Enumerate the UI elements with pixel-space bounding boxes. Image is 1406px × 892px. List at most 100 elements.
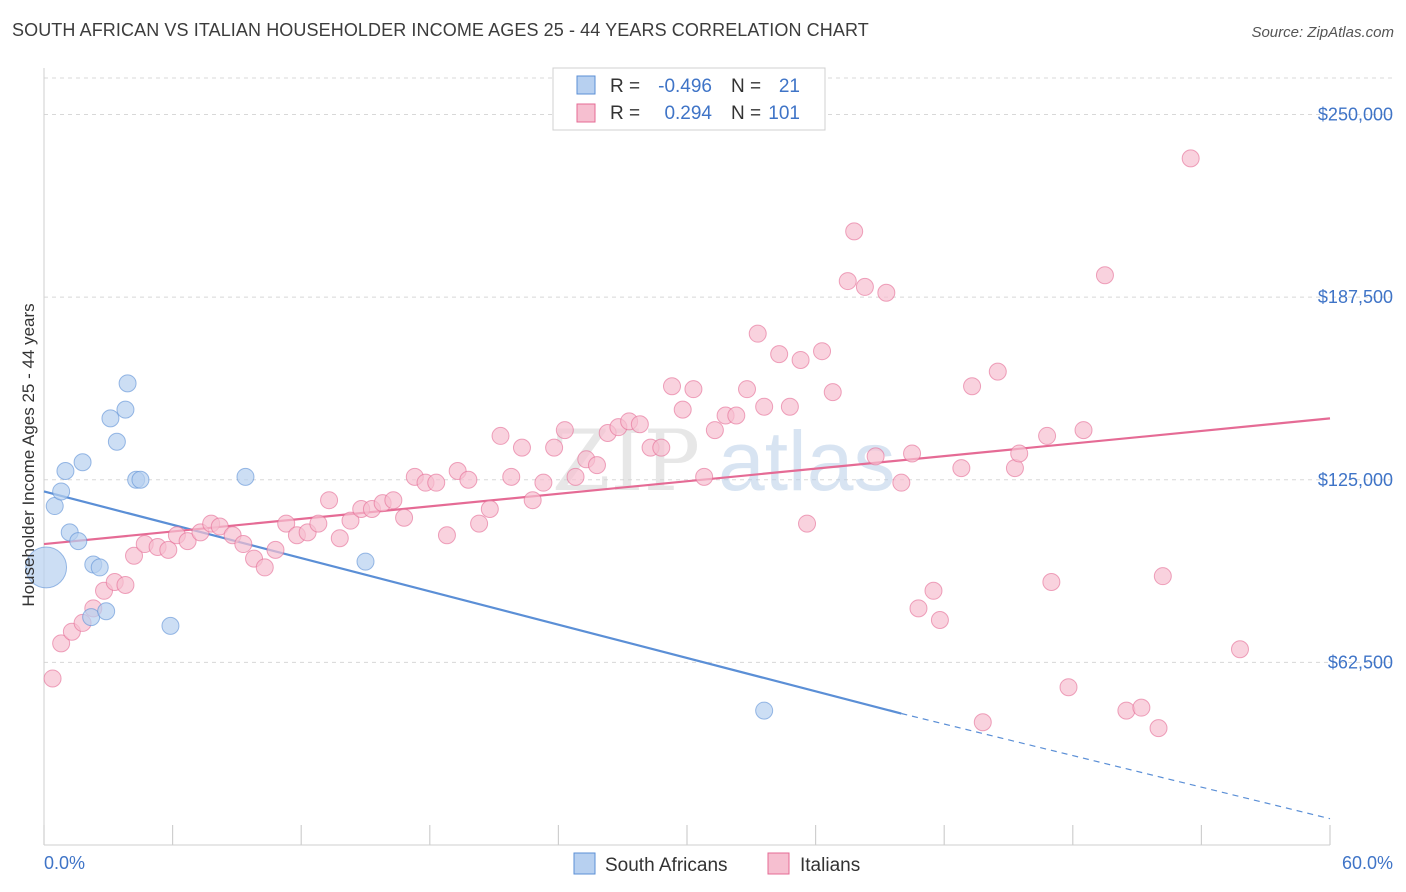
italian-point [1010,444,1029,463]
legend-swatch-blue [576,75,596,95]
italian-point [952,459,971,478]
y-axis-label: Householder Income Ages 25 - 44 years [19,303,38,606]
italian-point [1095,266,1114,285]
x-tick-label: 60.0% [1342,853,1393,873]
south-african-point [116,400,135,419]
italian-point [838,272,857,291]
watermark-atlas: atlas [718,414,895,508]
south-african-trend-line [43,490,902,715]
italian-point [695,467,714,486]
south-african-point [56,461,75,480]
italian-point [1181,149,1200,168]
south-african-point [90,558,109,577]
italian-point [673,400,692,419]
italian-point [1153,567,1172,586]
italian-point [727,406,746,425]
y-tick-label: $62,500 [1328,652,1393,672]
italian-point [798,514,817,533]
italian-trend-line [43,417,1331,546]
italian-point [43,669,62,688]
legend-swatch-pink [576,103,596,123]
italian-point [845,222,864,241]
bottom-legend-swatch-pink [767,852,790,875]
italian-point [277,514,296,533]
italian-point [823,383,842,402]
south-african-point [69,532,88,551]
italian-point [1038,426,1057,445]
tick-labels: $62,500 $125,000 $187,500 $250,000 0.0% 60.0% [44,105,1393,873]
italian-point [1042,573,1061,592]
italian-point [545,438,564,457]
italian-point [963,377,982,396]
italian-point [877,283,896,302]
legend-r-label-1: R = [610,76,640,97]
italian-point [341,511,360,530]
legend-n-value-2: 101 [768,103,800,124]
watermark: ZIP atlas [552,412,895,510]
italian-point [210,517,229,536]
italian-point [630,415,649,434]
italian-point [892,473,911,492]
y-tick-label: $125,000 [1318,470,1393,490]
trend-lines [43,417,1331,820]
x-tick-label: 0.0% [44,853,85,873]
italian-point [427,473,446,492]
italian-point [903,444,922,463]
south-african-point [52,482,71,501]
south-african-point [25,546,68,589]
legend-n-label-2: N = [731,103,761,124]
italian-point [320,491,339,510]
italian-point [1132,698,1151,717]
south-african-point [101,409,120,428]
south-african-point [131,470,150,489]
italian-point [705,421,724,440]
italian-point [909,599,928,618]
italian-point [755,397,774,416]
italian-point [555,421,574,440]
italian-point [384,491,403,510]
legend-n-label-1: N = [731,76,761,97]
south-african-point [356,552,375,571]
italian-point [523,491,542,510]
italian-point [234,535,253,554]
italian-point [855,277,874,296]
italian-point [395,508,414,527]
italian-point [684,380,703,399]
stats-legend: R = -0.496 N = 21 R = 0.294 N = 101 [552,67,826,131]
italian-point [866,447,885,466]
italian-point [512,438,531,457]
data-points [25,149,1249,738]
italian-point [159,540,178,559]
italian-point [662,377,681,396]
axes [43,68,1331,846]
italian-point [1149,719,1168,738]
italian-point [587,456,606,475]
italian-point [1117,701,1136,720]
italian-point [1074,421,1093,440]
italian-point [738,380,757,399]
bottom-legend-label-1: South Africans [605,855,728,876]
bottom-legend-label-2: Italians [800,855,860,876]
source-credit: Source: ZipAtlas.com [1251,24,1394,41]
italian-point [652,438,671,457]
south-african-point [161,616,180,635]
chart-title: SOUTH AFRICAN VS ITALIAN HOUSEHOLDER INC… [12,20,869,40]
south-african-point [107,432,126,451]
italian-point [502,467,521,486]
y-tick-label: $250,000 [1318,105,1393,125]
italian-point [924,581,943,600]
legend-n-value-1: 21 [779,76,800,97]
italian-point [973,713,992,732]
italian-point [1230,640,1249,659]
italian-point [470,514,489,533]
italian-point [780,397,799,416]
south-african-point [73,453,92,472]
italian-point [52,634,71,653]
italian-point [748,324,767,343]
south-african-point [118,374,137,393]
italian-point [178,532,197,551]
italian-point [480,499,499,518]
south-african-point [755,701,774,720]
legend-r-value-1: -0.496 [658,76,712,97]
